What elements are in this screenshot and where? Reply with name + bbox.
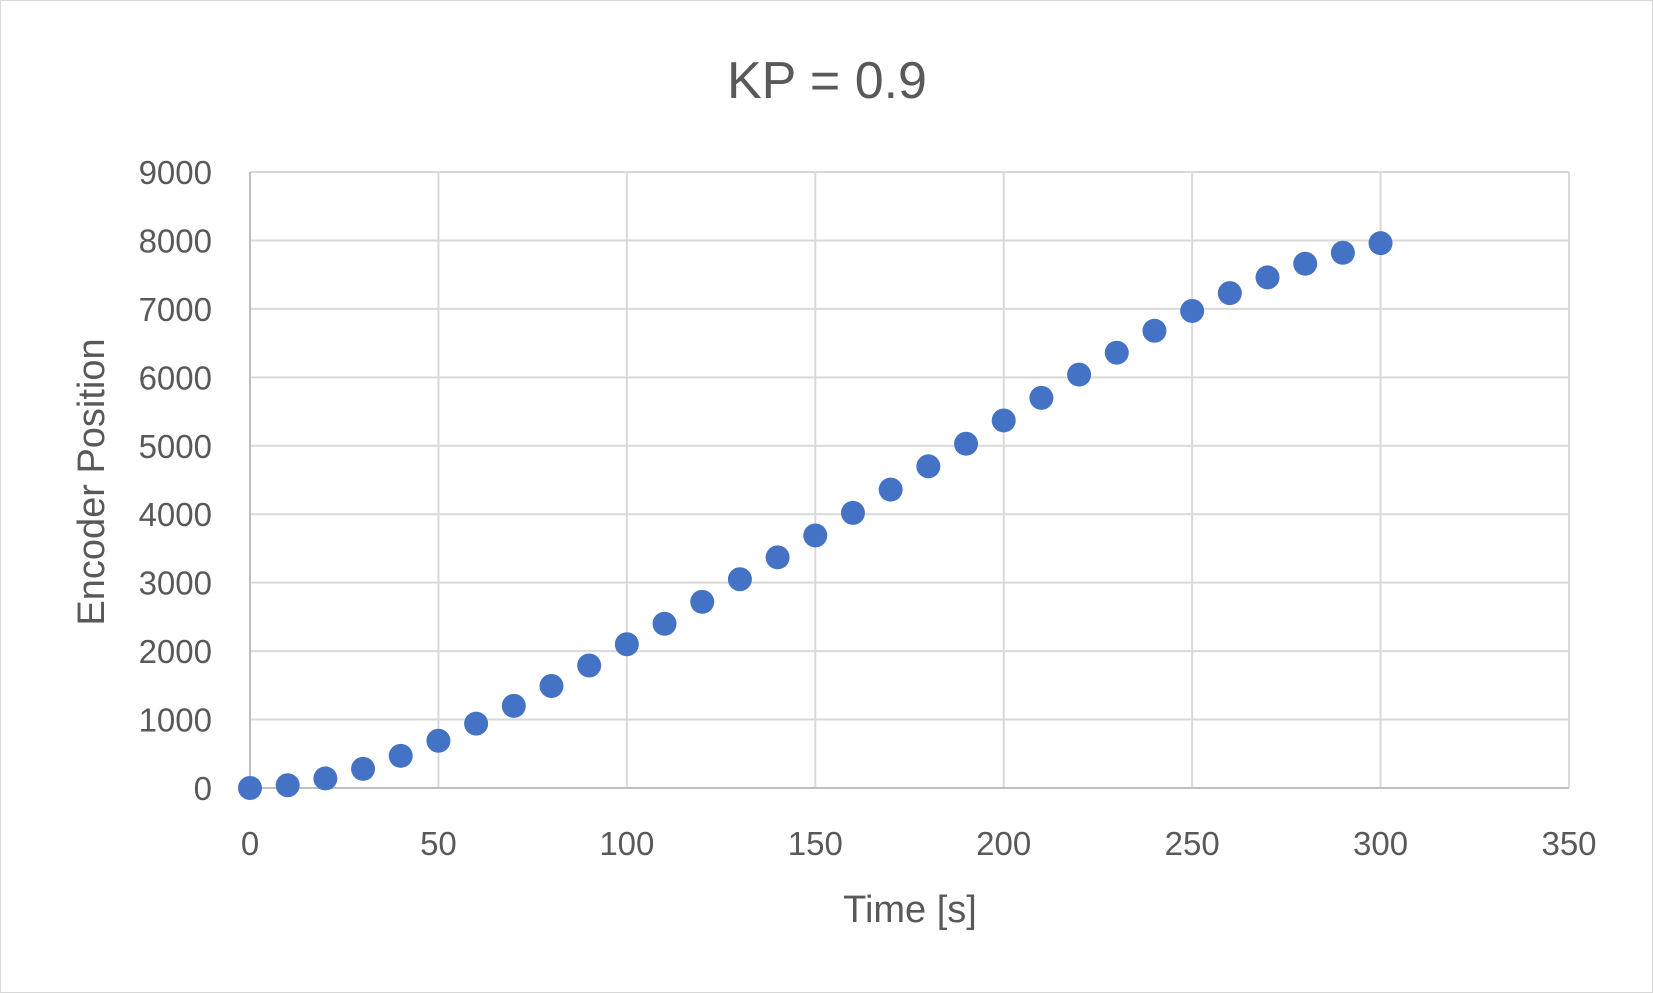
y-tick-label: 8000 (139, 222, 212, 259)
data-point (614, 632, 639, 657)
x-tick-label: 350 (1541, 825, 1596, 862)
data-point (501, 693, 526, 718)
data-point (313, 766, 338, 791)
data-point (727, 567, 752, 592)
data-points (238, 231, 1393, 800)
data-point (1368, 231, 1393, 256)
y-tick-label: 7000 (139, 291, 212, 328)
data-point (840, 500, 865, 525)
axes (249, 172, 1569, 789)
data-point (652, 611, 677, 636)
data-point (803, 523, 828, 548)
data-point (388, 743, 413, 768)
data-point (954, 431, 979, 456)
x-tick-label: 150 (788, 825, 843, 862)
y-tick-label: 0 (194, 770, 212, 807)
data-point (878, 477, 903, 502)
y-axis-title: Encoder Position (71, 338, 113, 625)
data-point (765, 545, 790, 570)
data-point (690, 589, 715, 614)
data-point (464, 711, 489, 736)
data-point (1330, 240, 1355, 265)
tick-labels: 0 1000 2000 3000 4000 5000 6000 7000 8000 9000 0 50… (139, 154, 1597, 862)
chart-title: KP = 0.9 (727, 52, 927, 110)
x-tick-label: 200 (976, 825, 1031, 862)
x-tick-label: 250 (1165, 825, 1220, 862)
x-axis-title: Time [s] (843, 889, 977, 931)
data-point (351, 756, 376, 781)
x-tick-label: 300 (1353, 825, 1408, 862)
data-point (1142, 318, 1167, 343)
y-tick-label: 3000 (139, 565, 212, 602)
data-point (539, 674, 564, 699)
y-tick-label: 5000 (139, 428, 212, 465)
data-point (1180, 298, 1205, 323)
x-tick-label: 50 (420, 825, 457, 862)
y-tick-label: 1000 (139, 702, 212, 739)
y-tick-label: 2000 (139, 633, 212, 670)
data-point (1255, 265, 1280, 290)
data-point (426, 728, 451, 753)
x-tick-label: 100 (599, 825, 654, 862)
data-point (238, 776, 262, 800)
data-point (275, 773, 300, 798)
data-point (916, 454, 941, 479)
y-tick-label: 4000 (139, 496, 212, 533)
data-point (1029, 385, 1054, 410)
data-point (1293, 251, 1318, 276)
data-point (1104, 340, 1129, 365)
y-tick-label: 9000 (139, 154, 212, 191)
data-point (1217, 281, 1242, 306)
data-point (577, 653, 602, 678)
y-tick-label: 6000 (139, 359, 212, 396)
data-point (991, 408, 1016, 433)
x-tick-label: 0 (241, 825, 259, 862)
data-point (1067, 362, 1092, 387)
grid-lines (250, 171, 1570, 788)
